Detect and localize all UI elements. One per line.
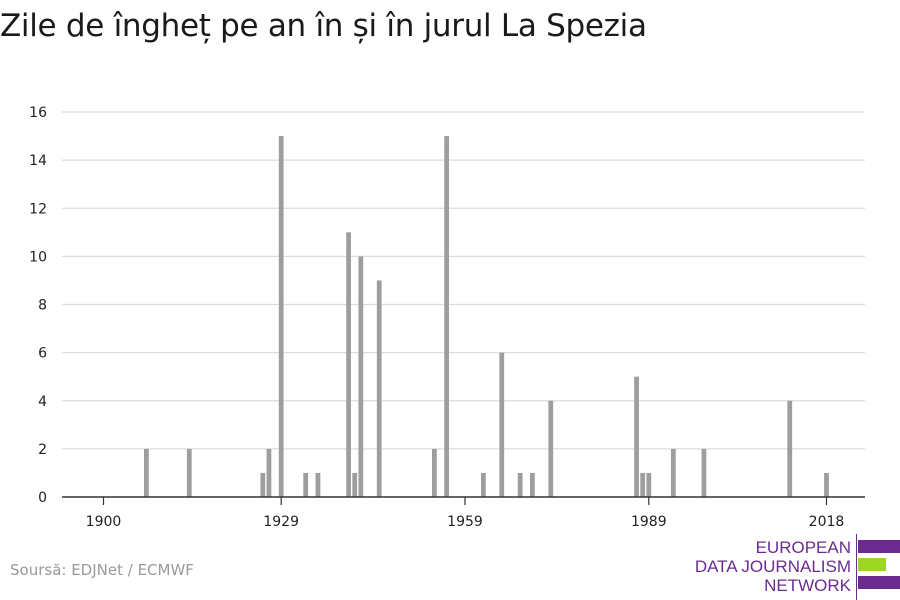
bar-chart: 0 2 4 6 8 10 12 14 16 1900 1929 1959 1989 2018 (29, 105, 865, 530)
x-axis: 1900 1929 1959 1989 2018 (62, 496, 865, 530)
chart-title: Zile de îngheț pe an în și în jurul La S… (0, 8, 647, 44)
bar-1973 (548, 400, 554, 497)
bar-2012 (787, 400, 793, 497)
y-tick-label: 16 (29, 105, 47, 121)
bar-1914 (186, 448, 192, 498)
y-tick-label: 2 (38, 442, 47, 458)
y-tick-label: 4 (38, 394, 47, 410)
bar-1987 (634, 376, 639, 497)
logo-divider (856, 534, 857, 600)
bar-1962 (480, 472, 486, 497)
y-tick-label: 14 (29, 153, 47, 169)
bar-1941 (352, 472, 358, 497)
bar-1970 (530, 472, 535, 497)
bar-1968 (517, 472, 523, 497)
bar-1945 (376, 280, 382, 497)
y-tick-label: 6 (38, 346, 47, 362)
source-note: Soursă: EDJNet / ECMWF (10, 561, 194, 579)
x-tick-label: 1959 (447, 514, 483, 530)
bar-1954 (431, 448, 437, 498)
logo-text-line1: EUROPEAN (755, 538, 851, 557)
bar-1940 (346, 232, 351, 497)
bar-1935 (315, 472, 321, 497)
bar-1907 (144, 448, 149, 498)
grid-lines (62, 111, 865, 450)
bar-2018 (824, 472, 829, 497)
y-axis-ticks: 0 2 4 6 8 10 12 14 16 (29, 105, 47, 506)
bar-1926 (260, 472, 266, 497)
x-tick-label: 1900 (86, 514, 122, 530)
bar-1989 (646, 472, 652, 497)
bar-1927 (266, 448, 272, 498)
logo-bar-top (858, 540, 900, 553)
y-tick-label: 0 (38, 490, 47, 506)
bar-1933 (303, 472, 309, 497)
bars (144, 136, 829, 498)
y-tick-label: 8 (38, 298, 47, 314)
logo-bar-bottom (858, 576, 900, 589)
x-tick-label: 1929 (263, 514, 299, 530)
y-tick-label: 12 (29, 201, 47, 217)
bar-1998 (701, 448, 707, 498)
bar-1993 (670, 448, 676, 498)
logo-text-line2: DATA JOURNALISM (694, 557, 851, 576)
bar-1965 (499, 352, 505, 498)
y-tick-label: 10 (29, 249, 47, 265)
edjnet-logo: EUROPEAN DATA JOURNALISM NETWORK (695, 530, 900, 600)
logo-bar-middle (858, 558, 886, 571)
logo-text-line3: NETWORK (764, 576, 851, 595)
bar-1956 (444, 136, 450, 497)
bar-1988 (640, 472, 646, 497)
x-tick-label: 1989 (631, 514, 667, 530)
x-tick-label: 2018 (809, 514, 845, 530)
bar-1929 (278, 136, 284, 497)
bar-1942 (358, 256, 364, 498)
